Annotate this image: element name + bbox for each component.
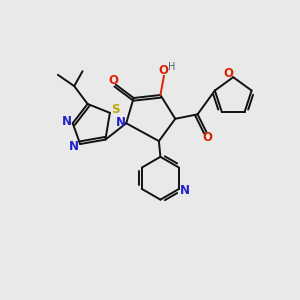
- Text: N: N: [180, 184, 190, 197]
- Text: O: O: [158, 64, 168, 77]
- Text: O: O: [223, 67, 233, 80]
- Text: S: S: [112, 103, 120, 116]
- Text: N: N: [116, 116, 126, 129]
- Text: N: N: [62, 115, 72, 128]
- Text: O: O: [109, 74, 119, 87]
- Text: N: N: [69, 140, 79, 153]
- Text: O: O: [203, 131, 213, 144]
- Text: H: H: [168, 62, 175, 72]
